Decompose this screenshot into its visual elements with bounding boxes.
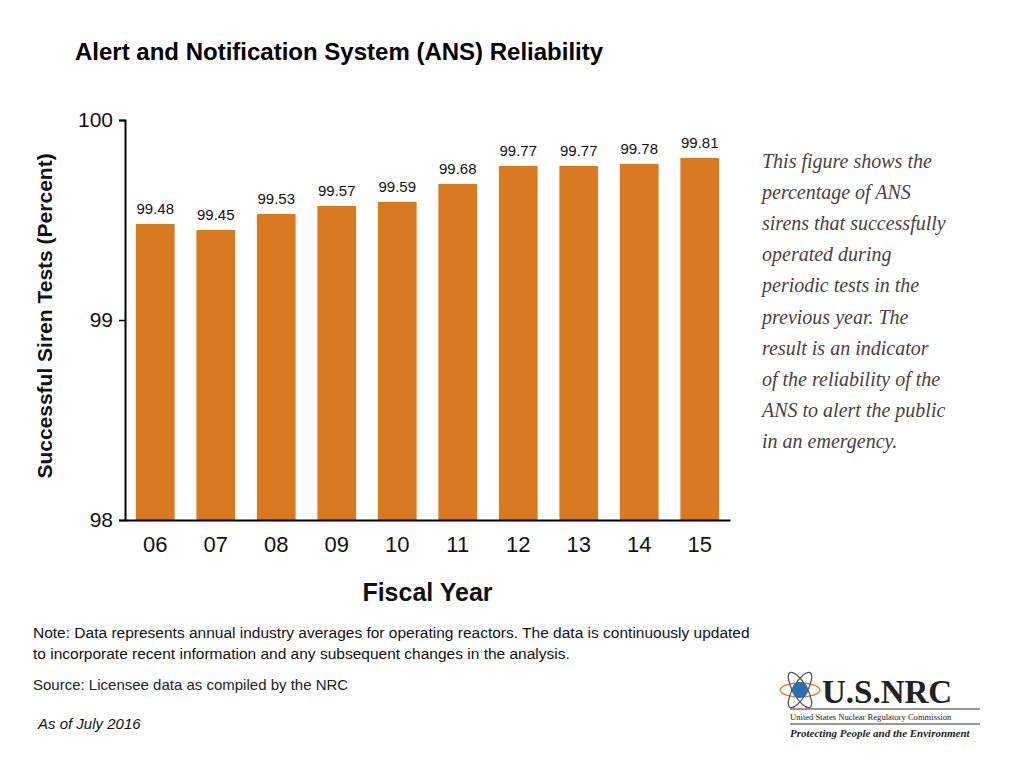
x-axis: 06 07 08 09 10 11 12 13 14 15 <box>126 520 731 557</box>
y-axis-title: Successful Siren Tests (Percent) <box>33 153 56 478</box>
y-tick-label: 99 <box>90 308 113 331</box>
bar <box>438 184 477 520</box>
x-tick-label: 08 <box>264 532 288 557</box>
bar <box>680 158 719 520</box>
x-tick: 11 <box>446 520 469 557</box>
bar <box>559 166 598 520</box>
annotation-line: ANS to alert the public <box>760 399 945 422</box>
bar <box>499 166 538 520</box>
x-tick: 14 <box>627 520 651 557</box>
annotation-line: result is an indicator <box>762 337 929 359</box>
logo-core <box>792 682 808 698</box>
logo-subtitle: United States Nuclear Regulatory Commiss… <box>790 712 952 722</box>
note-line: to incorporate recent information and an… <box>33 645 570 662</box>
logo-rule <box>790 709 980 710</box>
data-label: 99.77 <box>499 142 537 159</box>
data-label: 99.45 <box>197 206 235 223</box>
y-tick-label: 98 <box>90 508 113 531</box>
x-axis-title: Fiscal Year <box>362 578 492 606</box>
logo-orbit <box>784 669 816 711</box>
x-tick: 13 <box>567 520 591 557</box>
x-axis-line <box>126 520 731 522</box>
logo-rule <box>790 724 980 725</box>
x-tick-label: 07 <box>204 532 228 557</box>
title: Alert and Notification System (ANS) Reli… <box>75 38 604 65</box>
annotation: This figure shows the percentage of ANS si… <box>760 150 946 453</box>
annotation-line: of the reliability of the <box>762 368 940 391</box>
date: As of July 2016 <box>37 715 141 732</box>
x-tick-label: 12 <box>506 532 530 557</box>
x-tick-label: 06 <box>143 532 167 557</box>
x-tick: 06 <box>143 520 167 557</box>
logo-text: U.S.NRC <box>822 674 952 710</box>
x-tick-label: 15 <box>688 532 712 557</box>
logo: U.S.NRC United States Nuclear Regulatory … <box>780 669 980 739</box>
x-tick-label: 09 <box>325 532 349 557</box>
annotation-line: percentage of ANS <box>760 181 911 204</box>
data-label: 99.57 <box>318 182 356 199</box>
bar <box>378 202 417 520</box>
data-label: 99.77 <box>560 142 598 159</box>
source: Source: Licensee data as compiled by the… <box>33 676 348 693</box>
y-tick: 98 <box>90 508 125 531</box>
data-label: 99.59 <box>378 178 416 195</box>
y-tick-mark <box>119 520 125 522</box>
y-axis-line <box>119 121 126 521</box>
annotation-line: periodic tests in the <box>760 274 919 297</box>
logo-icon <box>780 669 820 711</box>
logo-tagline: Protecting People and the Environment <box>790 727 971 739</box>
annotation-line: in an emergency. <box>762 430 897 453</box>
logo-orbit <box>780 683 820 697</box>
y-axis: 98 99 100 <box>78 108 126 531</box>
x-tick: 15 <box>688 520 712 557</box>
annotation-line: operated during <box>762 243 891 266</box>
annotation-line: previous year. The <box>760 306 909 329</box>
y-tick-label: 100 <box>78 108 113 131</box>
x-tick-label: 10 <box>385 532 409 557</box>
annotation-line: This figure shows the <box>762 150 932 173</box>
bar <box>196 230 235 520</box>
y-tick: 100 <box>78 108 125 131</box>
x-tick: 12 <box>506 520 530 557</box>
x-tick-label: 11 <box>446 532 469 557</box>
data-label: 99.68 <box>439 160 477 177</box>
x-tick: 07 <box>204 520 228 557</box>
chart: Alert and Notification System (ANS) Reli… <box>0 0 1024 764</box>
bars <box>136 158 719 520</box>
note-line: Note: Data represents annual industry av… <box>33 624 750 641</box>
bar <box>317 206 356 520</box>
logo-orbit <box>784 669 816 711</box>
annotation-line: sirens that successfully <box>762 212 946 235</box>
data-labels: 99.48 99.45 99.53 99.57 99.59 99.68 99.77 99.77… <box>136 134 718 223</box>
y-tick-mark <box>119 120 125 122</box>
y-tick: 99 <box>90 308 125 331</box>
bar <box>620 164 659 520</box>
bar <box>257 214 296 520</box>
x-tick: 09 <box>325 520 349 557</box>
data-label: 99.78 <box>620 140 658 157</box>
data-label: 99.81 <box>681 134 719 151</box>
x-tick-label: 14 <box>627 532 651 557</box>
x-tick-label: 13 <box>567 532 591 557</box>
x-tick: 08 <box>264 520 288 557</box>
x-tick: 10 <box>385 520 409 557</box>
data-label: 99.48 <box>136 200 174 217</box>
y-tick-mark <box>119 320 125 322</box>
data-label: 99.53 <box>257 190 295 207</box>
bar <box>136 224 175 520</box>
